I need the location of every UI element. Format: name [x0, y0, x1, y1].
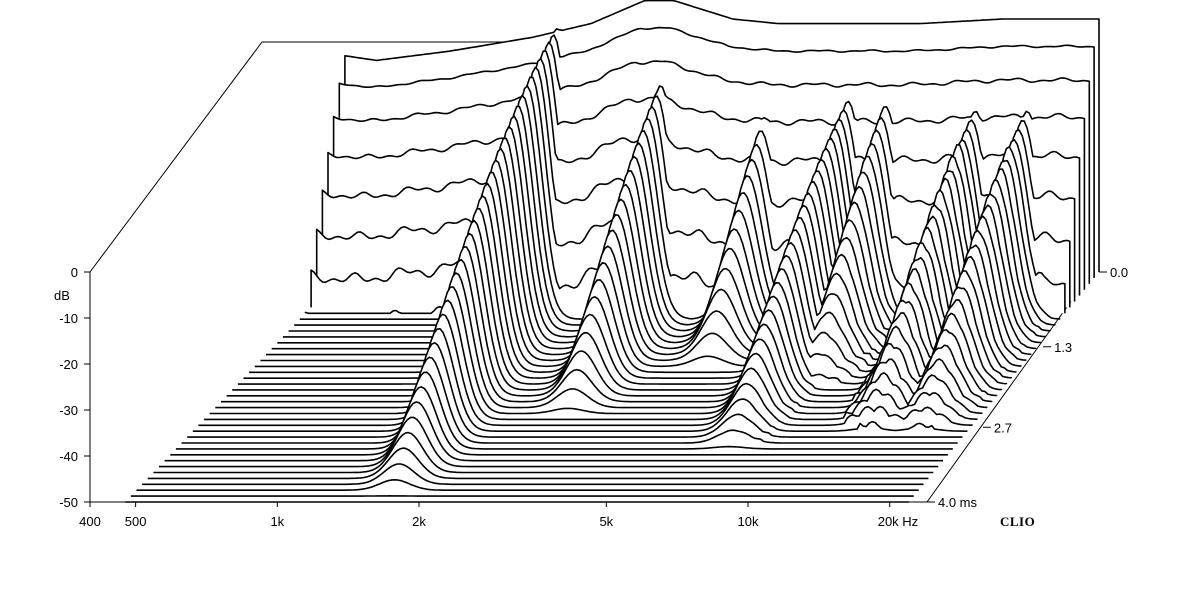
x-tick-label: 1k [270, 514, 284, 529]
decay-slice [215, 272, 988, 409]
decay-slice [221, 258, 993, 403]
decay-slice [181, 356, 958, 444]
x-tick-label: 400 [79, 514, 101, 529]
y-tick-label: -50 [59, 495, 78, 510]
decay-slice [142, 463, 924, 486]
x-tick-label: 10k [738, 514, 759, 529]
decay-slice [170, 386, 948, 456]
axes: dB 0 -10 -20 -30 -40 -50 400 500 1k 2k 5k 10k 20k H… [54, 265, 1128, 529]
decay-slices [125, 0, 1100, 503]
x-tick-label: 5k [599, 514, 613, 529]
y-ticks: 0 -10 -20 -30 -40 -50 [59, 265, 90, 510]
decay-slice [136, 479, 919, 491]
y-axis-unit: dB [54, 288, 70, 303]
decay-slice [192, 328, 968, 432]
decay-slice [153, 431, 934, 474]
y-tick-label: -40 [59, 449, 78, 464]
y-tick-label: -30 [59, 403, 78, 418]
decay-slice [198, 313, 974, 427]
brand-label: CLIO [1000, 514, 1035, 529]
decay-slice [209, 286, 983, 415]
x-tick-label: 2k [412, 514, 426, 529]
z-tick-label: 1.3 [1054, 340, 1072, 355]
z-ticks: 0.0 1.3 2.7 4.0 ms [927, 265, 1128, 510]
y-tick-label: -20 [59, 357, 78, 372]
x-ticks: 400 500 1k 2k 5k 10k 20k Hz [79, 502, 918, 529]
x-tick-label: 500 [125, 514, 147, 529]
decay-slice [147, 447, 929, 480]
y-tick-label: -10 [59, 311, 78, 326]
decay-slice [204, 299, 978, 421]
decay-slice [187, 342, 963, 438]
decay-slice [175, 371, 953, 450]
decay-slice [164, 401, 943, 462]
z-tick-label: 2.7 [994, 420, 1012, 435]
z-tick-label: 0.0 [1110, 265, 1128, 280]
x-tick-label: 20k Hz [878, 514, 918, 529]
decay-slice [159, 416, 939, 468]
z-tick-label: 4.0 ms [938, 495, 978, 510]
y-tick-label: 0 [71, 265, 78, 280]
